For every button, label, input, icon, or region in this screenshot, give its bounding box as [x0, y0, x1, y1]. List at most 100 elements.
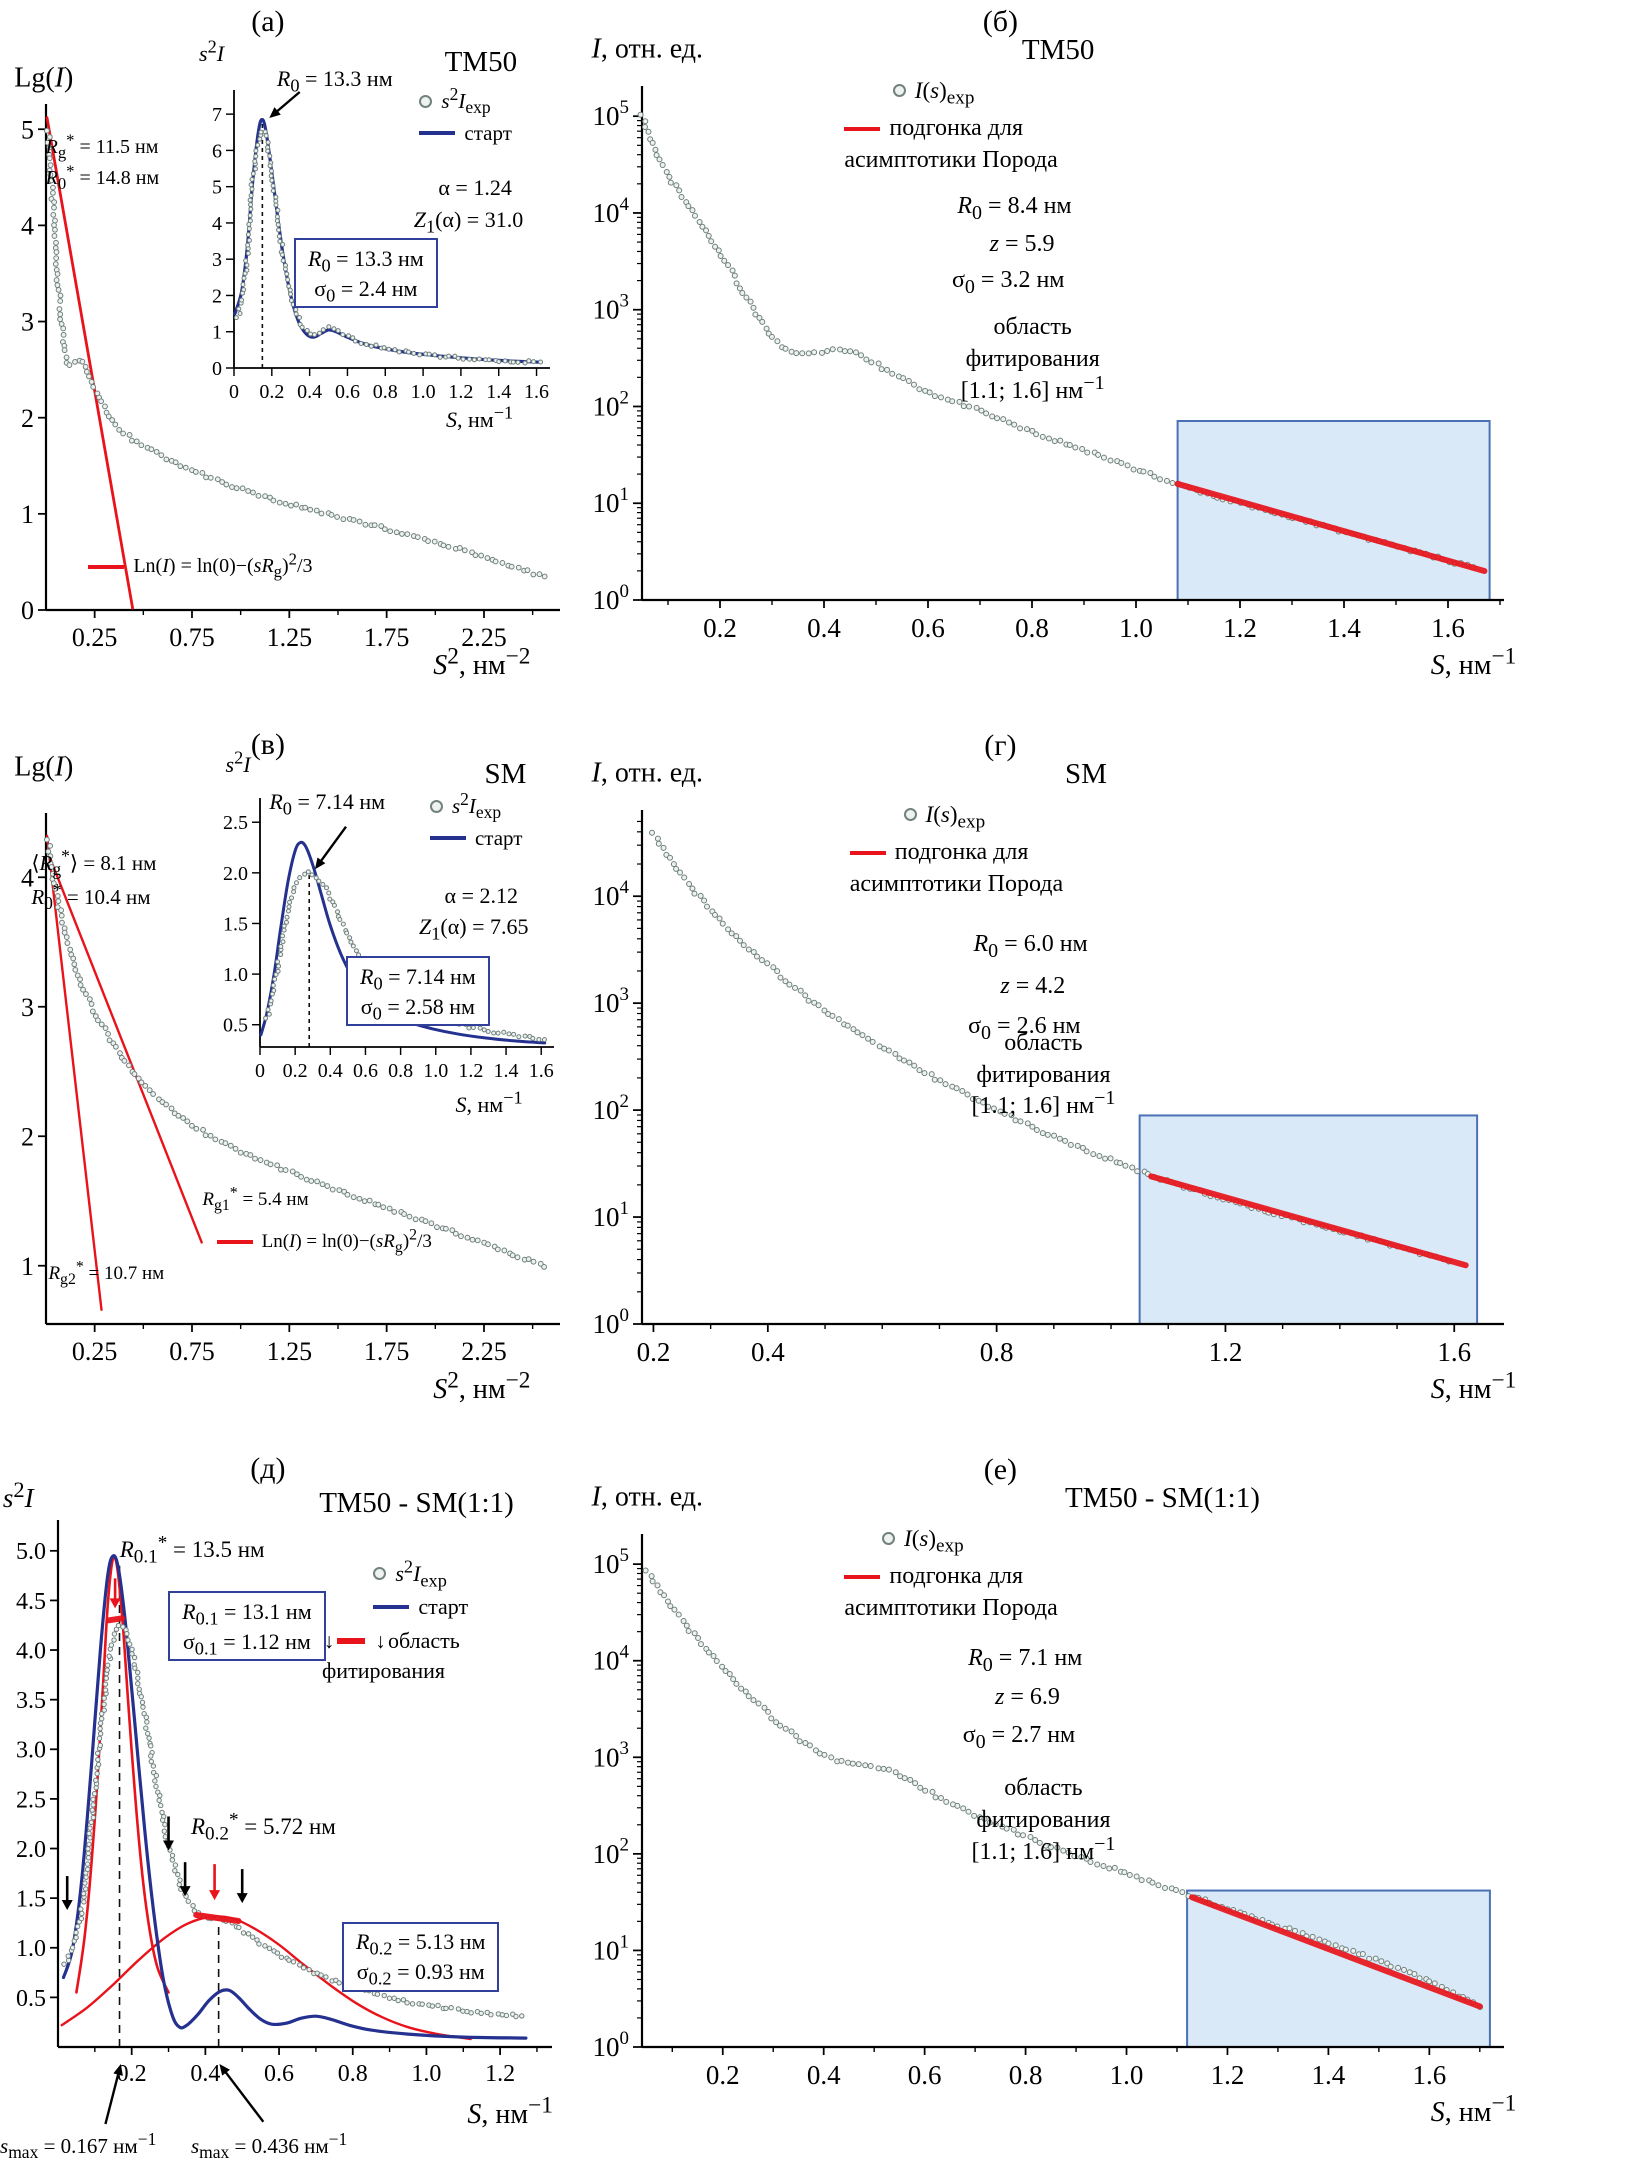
legend-exp: s2Iexp — [419, 85, 491, 116]
svg-text:0.4: 0.4 — [751, 1337, 785, 1367]
svg-text:0.6: 0.6 — [911, 613, 945, 643]
svg-text:1.6: 1.6 — [1437, 1337, 1471, 1367]
xlabel: S, нм−1 — [1430, 2090, 1517, 2129]
svg-text:0.4: 0.4 — [807, 613, 841, 643]
panel-label: (е) — [983, 1453, 1018, 1487]
svg-text:0: 0 — [229, 381, 239, 403]
svg-text:0.8: 0.8 — [1009, 2060, 1043, 2090]
svg-text:1.4: 1.4 — [1327, 613, 1361, 643]
guinier-legend: Ln(I) = ln(0)−(sRg)2/3 — [88, 551, 313, 580]
svg-text:0.25: 0.25 — [72, 1337, 118, 1366]
svg-text:0.8: 0.8 — [1015, 613, 1049, 643]
svg-text:104: 104 — [593, 877, 630, 911]
panel-b-chart: 0.2 0.4 0.6 0.8 1.0 1.2 1.4 1.6 100 101 102 103 104 1… — [593, 86, 1504, 643]
legend-exp: I(s)exp — [903, 798, 985, 832]
r02-sigma-box: R0.2 = 5.13 нм σ0.2 = 0.93 нм — [342, 1921, 500, 1992]
svg-text:1.2: 1.2 — [1209, 1337, 1243, 1367]
r0-star: R0* = 14.8 нм — [45, 161, 160, 193]
xlabel: S2, нм−2 — [433, 643, 531, 682]
sigma0-value: σ0 = 3.2 нм — [951, 267, 1065, 299]
svg-text:2.25: 2.25 — [461, 623, 507, 652]
svg-text:101: 101 — [593, 1931, 629, 1965]
svg-text:104: 104 — [593, 194, 630, 228]
ylabel: Lg(I) — [14, 751, 74, 783]
smax2-label: smax = 0.436 нм−1 — [190, 2128, 348, 2163]
title: TM50 - SM(1:1) — [1064, 1482, 1260, 1515]
z-value: z = 4.2 — [1000, 973, 1066, 1000]
svg-text:0.6: 0.6 — [908, 2060, 942, 2090]
svg-text:1.6: 1.6 — [524, 381, 549, 403]
svg-text:2: 2 — [212, 285, 222, 307]
title: TM50 — [1021, 34, 1095, 67]
ylabel: I, отн. ед. — [591, 34, 703, 66]
svg-text:1.2: 1.2 — [458, 1060, 483, 1082]
rg-star: Rg* = 11.5 нм — [45, 129, 159, 162]
r01-sigma-box: R0.1 = 13.1 нм σ0.1 = 1.12 нм — [168, 1591, 326, 1662]
svg-text:104: 104 — [593, 1642, 630, 1676]
r0-sigma-box: R0 = 7.14 нм σ0 = 2.58 нм — [346, 956, 490, 1027]
xlabel: S, нм−1 — [1430, 1367, 1517, 1406]
z-value: z = 6.9 — [995, 1683, 1060, 1710]
svg-text:1.0: 1.0 — [411, 381, 436, 403]
panel-label: (г) — [984, 729, 1017, 763]
panel-v-guinier-sm: 0 0.2 0.4 0.6 0.8 1.0 1.2 1.4 1.6 0.5 1.0 1.5 2.0 2.5… — [0, 724, 570, 1448]
svg-text:0.8: 0.8 — [338, 2061, 368, 2087]
svg-text:0.8: 0.8 — [373, 381, 398, 403]
svg-text:1.25: 1.25 — [267, 1337, 313, 1366]
ylabel: I, отн. ед. — [591, 758, 703, 790]
svg-text:1.2: 1.2 — [1223, 613, 1257, 643]
svg-text:1.0: 1.0 — [1110, 2060, 1144, 2090]
svg-text:101: 101 — [593, 1198, 629, 1232]
svg-text:0.2: 0.2 — [259, 381, 284, 403]
ylabel: s2I — [199, 36, 225, 66]
svg-text:0.75: 0.75 — [169, 1337, 215, 1366]
inset-a-chart: 0 0.2 0.4 0.6 0.8 1.0 1.2 1.4 1.6 0 1 2 3 4 5 6 7 — [212, 90, 550, 403]
svg-text:1.6: 1.6 — [1412, 2060, 1446, 2090]
ylabel: s2I — [2, 1476, 34, 1513]
svg-text:1.0: 1.0 — [16, 1936, 46, 1962]
r0-value: R0 = 8.4 нм — [957, 192, 1072, 224]
svg-text:102: 102 — [593, 1091, 629, 1125]
svg-text:0.2: 0.2 — [283, 1060, 308, 1082]
svg-text:1.4: 1.4 — [486, 381, 511, 403]
panel-g-porod-sm: 0.2 0.4 0.8 1.2 1.6 100 101 102 103 104 (г) SM I, от… — [570, 724, 1646, 1448]
svg-text:0.8: 0.8 — [388, 1060, 413, 1082]
ylabel: I, отн. ед. — [591, 1482, 703, 1514]
svg-text:101: 101 — [593, 484, 629, 518]
svg-text:1.75: 1.75 — [364, 623, 410, 652]
svg-text:100: 100 — [593, 2028, 629, 2062]
panel-e-porod-mixture: 0.2 0.4 0.6 0.8 1.0 1.2 1.4 1.6 100 101 102 103 104 1… — [570, 1448, 1646, 2171]
svg-text:102: 102 — [593, 1835, 629, 1869]
svg-text:0.2: 0.2 — [703, 613, 737, 643]
panel-g-chart: 0.2 0.4 0.8 1.2 1.6 100 101 102 103 104 — [593, 810, 1504, 1367]
xlabel: S, нм−1 — [446, 402, 514, 432]
svg-text:1.4: 1.4 — [494, 1060, 519, 1082]
panel-e-chart: 0.2 0.4 0.6 0.8 1.0 1.2 1.4 1.6 100 101 102 103 104 1… — [593, 1534, 1504, 2090]
legend-start: старт — [429, 823, 522, 852]
avg-rg-star: ⟨Rg*⟩ = 8.1 нм — [31, 846, 157, 880]
svg-text:0.4: 0.4 — [297, 381, 322, 403]
svg-text:100: 100 — [593, 581, 629, 615]
sigma0-value: σ0 = 2.7 нм — [962, 1722, 1076, 1754]
svg-text:0.25: 0.25 — [72, 623, 118, 652]
svg-text:0.5: 0.5 — [223, 1015, 248, 1037]
z1-value: Z1(α) = 7.65 — [419, 913, 529, 944]
svg-text:0: 0 — [212, 358, 222, 380]
svg-text:2: 2 — [21, 404, 34, 433]
panel-label: (в) — [250, 727, 285, 761]
panel-d-chart: 0.2 0.4 0.6 0.8 1.0 1.20.51.01.52.02.53.03.54… — [16, 1520, 552, 2125]
svg-text:2.0: 2.0 — [16, 1837, 46, 1863]
svg-text:1: 1 — [21, 1252, 34, 1281]
r0-peak-label: R0 = 7.14 нм — [269, 788, 386, 819]
svg-text:0.4: 0.4 — [807, 2060, 841, 2090]
title: TM50 — [444, 45, 518, 78]
svg-text:2.0: 2.0 — [223, 863, 248, 885]
panel-v-inset-s2I: 0 0.2 0.4 0.6 0.8 1.0 1.2 1.4 1.6 0.5 1.0 1.5 2.0 2.5… — [200, 748, 565, 1119]
svg-text:2.5: 2.5 — [16, 1787, 46, 1813]
svg-text:1.75: 1.75 — [364, 1337, 410, 1366]
r0-sigma-box: R0 = 13.3 нм σ0 = 2.4 нм — [294, 238, 438, 309]
panel-a-inset-s2I: 0 0.2 0.4 0.6 0.8 1.0 1.2 1.4 1.6 0 1 2 3 4 5 6 7 s2I R0 =… — [180, 36, 560, 438]
svg-text:102: 102 — [593, 387, 629, 421]
svg-text:5: 5 — [212, 177, 222, 199]
